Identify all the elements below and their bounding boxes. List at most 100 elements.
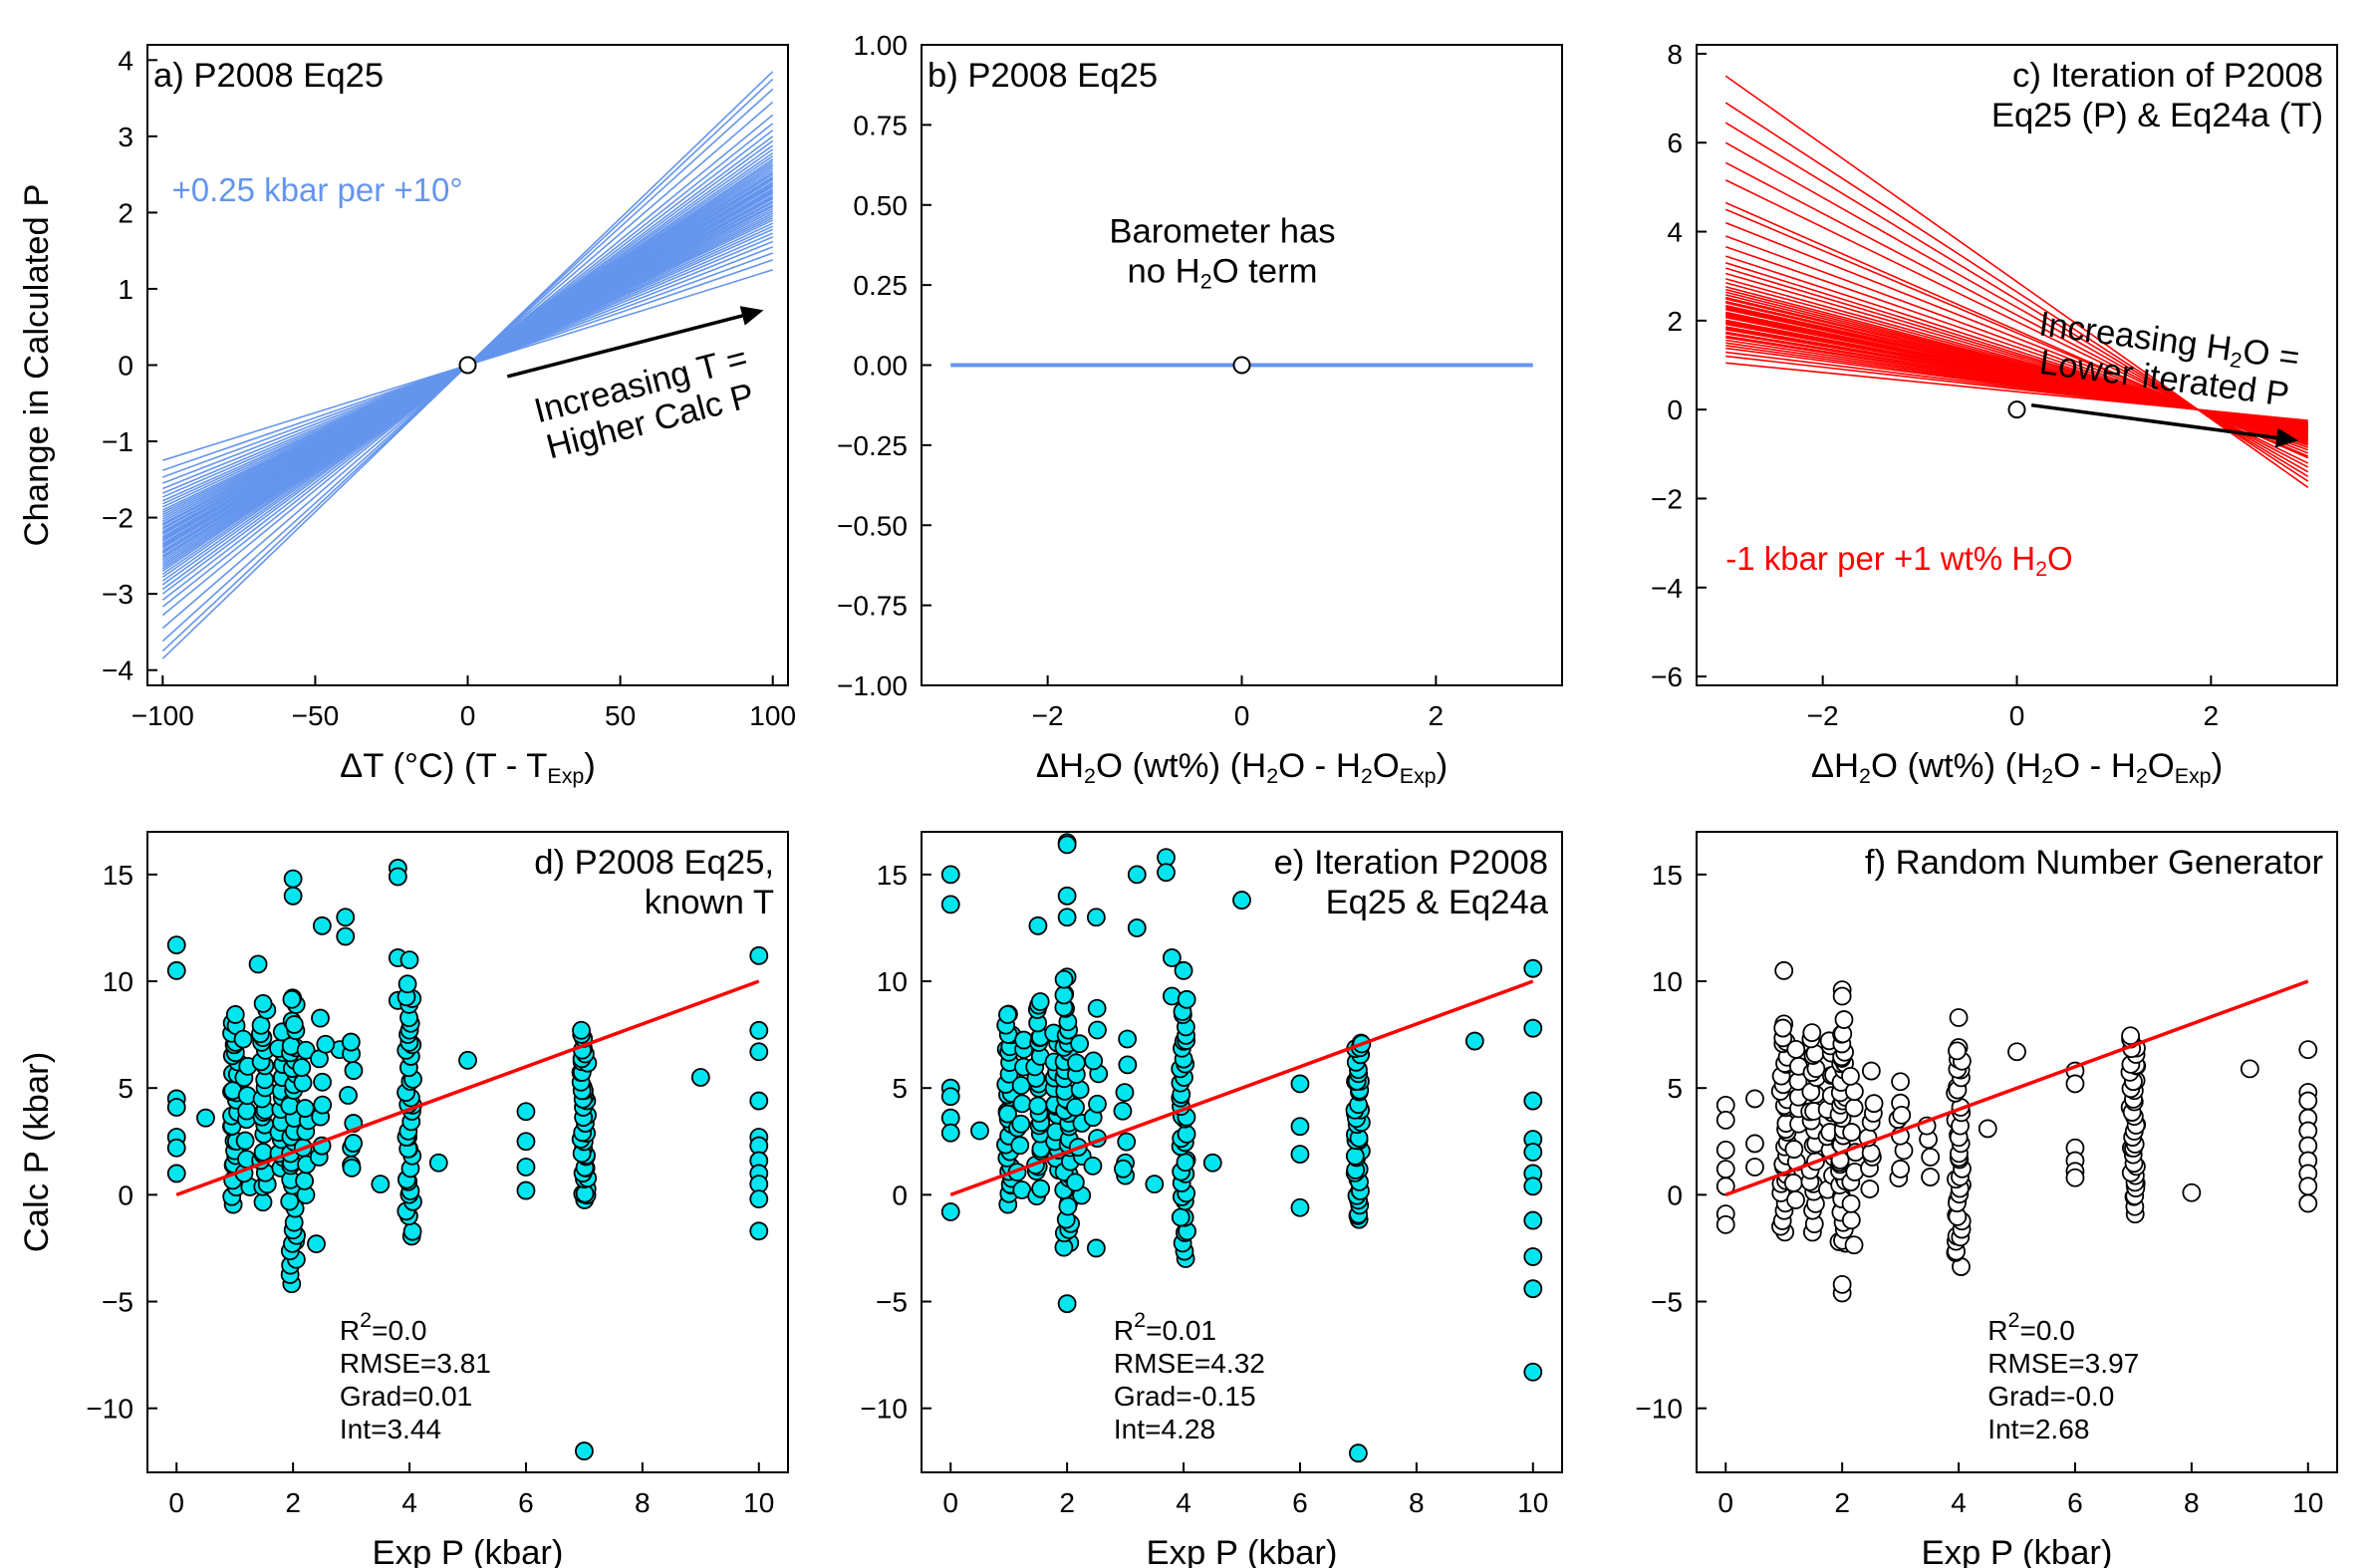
data-point	[1030, 992, 1050, 1011]
panel-title: e) Iteration P2008	[1274, 844, 1548, 882]
data-point	[940, 1123, 960, 1143]
y-tick-label: 0.50	[853, 190, 908, 221]
data-point	[1784, 1140, 1804, 1159]
data-point	[341, 1032, 361, 1052]
data-point	[1057, 886, 1077, 906]
x-tick-label: 0	[942, 1487, 958, 1518]
x-tick-label: 2	[285, 1487, 301, 1518]
y-tick-label: −2	[1651, 483, 1683, 514]
y-tick-label: −3	[102, 579, 133, 610]
data-point	[1786, 1190, 1805, 1209]
stat-grad: Grad=-0.0	[1987, 1381, 2114, 1412]
x-tick-label: 10	[2292, 1487, 2323, 1518]
data-point	[1716, 1140, 1735, 1160]
data-point	[280, 1096, 300, 1116]
data-point	[1841, 1210, 1861, 1230]
data-point	[2182, 1182, 2202, 1202]
x-tick-label: −100	[132, 700, 194, 731]
data-point	[1774, 960, 1794, 980]
data-point	[307, 1234, 326, 1254]
panel-title: a) P2008 Eq25	[153, 57, 384, 95]
data-point	[1464, 1031, 1484, 1051]
x-tick-label: 0	[460, 700, 476, 731]
x-tick-label: 2	[1429, 700, 1445, 731]
data-point	[1523, 1143, 1543, 1162]
data-point	[1088, 1094, 1107, 1114]
y-tick-label: 5	[1667, 1073, 1683, 1104]
data-point	[336, 908, 356, 927]
data-point	[1157, 863, 1176, 883]
data-point	[2298, 1193, 2318, 1213]
data-point	[1057, 908, 1077, 927]
data-point	[371, 1175, 391, 1194]
data-point	[1716, 1110, 1735, 1130]
data-point	[1066, 1098, 1085, 1117]
y-tick-label: −1	[102, 426, 133, 457]
x-axis-label: Exp P (kbar)	[373, 1534, 564, 1568]
data-point	[1841, 1066, 1860, 1086]
data-point	[1523, 1247, 1543, 1266]
stat-grad: Grad=0.01	[340, 1381, 472, 1412]
x-tick-label: 10	[1517, 1487, 1548, 1518]
data-point	[1174, 960, 1193, 980]
x-tick-label: 2	[1059, 1487, 1075, 1518]
data-point	[1118, 1055, 1138, 1075]
data-point	[1949, 1008, 1969, 1027]
data-point	[1086, 1238, 1106, 1258]
y-tick-label: −4	[102, 655, 133, 686]
x-tick-label: −2	[1807, 700, 1839, 731]
x-tick-label: 10	[743, 1487, 774, 1518]
y-tick-label: −0.50	[837, 510, 908, 541]
data-point	[1745, 1089, 1764, 1109]
origin-marker	[458, 356, 477, 375]
data-point	[458, 1050, 477, 1070]
data-point	[166, 1138, 186, 1158]
series-line-48	[1724, 141, 2309, 473]
data-point	[1864, 1094, 1884, 1114]
data-point	[339, 1086, 358, 1105]
data-point	[690, 1068, 710, 1087]
data-point	[2240, 1059, 2259, 1079]
data-point	[293, 1073, 313, 1093]
x-tick-label: 50	[605, 700, 636, 731]
data-point	[2007, 1042, 2026, 1062]
x-tick-label: 0	[1234, 700, 1250, 731]
data-point	[428, 1153, 448, 1173]
data-point	[1065, 1173, 1085, 1192]
data-point	[940, 865, 960, 885]
y-tick-label: −10	[1635, 1394, 1683, 1425]
x-axis-label: Exp P (kbar)	[1147, 1534, 1338, 1568]
y-tick-label: −10	[86, 1394, 133, 1425]
y-tick-label: 15	[877, 860, 908, 891]
x-tick-label: 2	[2204, 700, 2220, 731]
arrow-head	[2274, 427, 2299, 448]
data-point	[283, 886, 303, 906]
data-point	[1114, 1159, 1133, 1178]
data-point	[1523, 1210, 1543, 1230]
data-point	[1921, 1168, 1940, 1186]
data-point	[1088, 1020, 1107, 1040]
y-tick-label: 5	[892, 1073, 908, 1104]
data-point	[402, 1221, 422, 1241]
data-point	[397, 974, 417, 994]
data-point	[1127, 865, 1147, 885]
series-line-49	[1724, 122, 2309, 478]
stat-grad: Grad=-0.15	[1114, 1381, 1256, 1412]
data-point	[1145, 1175, 1165, 1194]
data-point	[388, 867, 407, 887]
data-point	[1745, 1134, 1764, 1154]
x-tick-label: 6	[1292, 1487, 1308, 1518]
panel-title-line2: Eq25 (P) & Eq24a (T)	[1991, 97, 2323, 134]
data-point	[1113, 1101, 1133, 1121]
stat-int: Int=3.44	[340, 1414, 441, 1444]
data-point	[1031, 1178, 1051, 1198]
annotation-text: +0.25 kbar per +10°	[171, 171, 462, 208]
y-tick-label: −0.75	[837, 591, 908, 622]
stat-rmse: RMSE=3.81	[340, 1348, 491, 1379]
origin-marker	[1232, 356, 1251, 375]
x-tick-label: 0	[2009, 700, 2025, 731]
data-point	[1290, 1074, 1310, 1094]
